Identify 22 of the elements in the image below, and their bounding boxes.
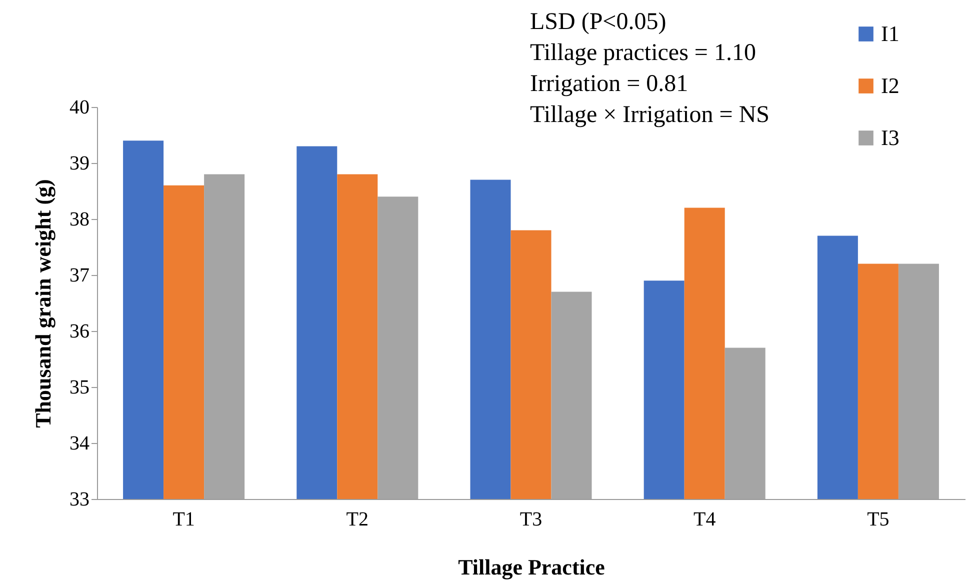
- y-tick-label: 38: [70, 208, 90, 230]
- x-tick-label: T2: [346, 508, 369, 530]
- x-tick-label: T5: [867, 508, 890, 530]
- y-tick-label: 36: [70, 320, 90, 342]
- y-axis-title: Thousand grain weight (g): [30, 179, 56, 428]
- annotation: Tillage × Irrigation = NS: [530, 102, 770, 128]
- y-tick-label: 39: [70, 152, 90, 174]
- y-tick-label: 35: [70, 376, 90, 398]
- text: LSD (P<0.05): [530, 9, 666, 35]
- y-tick-label: 34: [70, 432, 90, 454]
- x-axis-title: Tillage Practice: [458, 554, 606, 580]
- legend-label: I3: [881, 125, 900, 150]
- legend-label: I1: [881, 21, 900, 46]
- x-tick-label: T3: [520, 508, 542, 530]
- text: Irrigation = 0.81: [530, 71, 688, 97]
- y-tick-label: 40: [70, 96, 90, 118]
- legend-label: I2: [881, 73, 900, 98]
- y-tick-label: 33: [70, 488, 90, 510]
- x-tick-label: T4: [693, 508, 716, 530]
- x-tick-label: T1: [172, 508, 195, 530]
- text: Tillage practices = 1.10: [530, 40, 756, 66]
- y-tick-label: 37: [70, 264, 90, 286]
